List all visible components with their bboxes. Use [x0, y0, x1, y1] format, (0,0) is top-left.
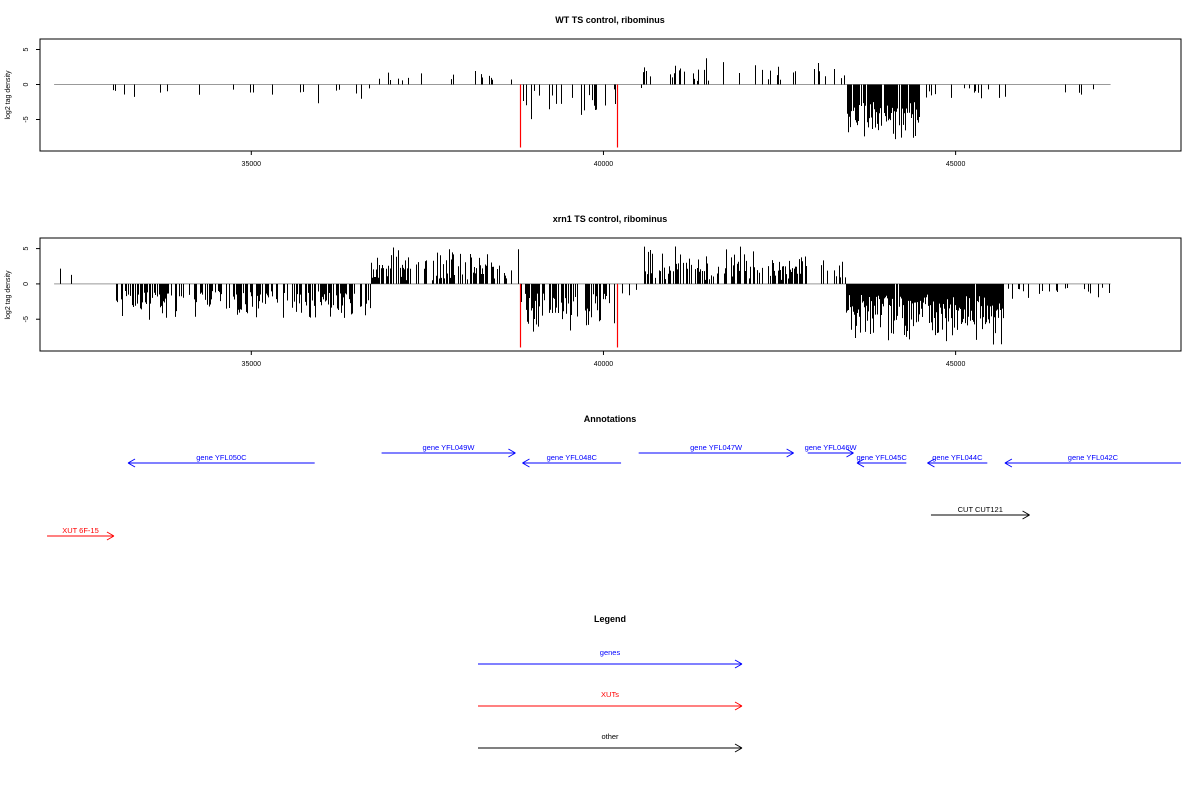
panel-wt-frame: [39, 38, 1182, 152]
ytick-label: -5: [23, 316, 30, 322]
annotation-features: gene YFL050C gene YFL049W gene YFL048C gene…: [47, 443, 1181, 541]
feature-label: gene YFL042C: [1068, 453, 1119, 462]
arrow-head: [927, 462, 935, 468]
feature-label: gene YFL045C: [856, 453, 907, 462]
feature-arrow: [127, 458, 315, 468]
arrow-head: [927, 458, 935, 464]
arrow-head: [508, 448, 516, 454]
legend-panel: Legend genes XUTs other: [478, 614, 743, 753]
arrow-head: [1004, 462, 1013, 468]
legend-label: XUTs: [601, 690, 619, 699]
panel-wt-title: WT TS control, ribominus: [555, 15, 665, 25]
panel-wt-bars: [54, 58, 1111, 148]
feature-label: gene YFL046W: [805, 443, 858, 452]
legend-arrow: [478, 659, 743, 669]
feature-label: gene YFL050C: [196, 453, 247, 462]
arrow-head: [786, 448, 794, 454]
xtick-label: 40000: [594, 161, 614, 168]
arrow-head: [734, 701, 743, 707]
arrow-head: [522, 462, 530, 468]
legend-label: genes: [600, 648, 621, 657]
feature-arrow: [381, 448, 516, 458]
panel-xrn1-bars: [54, 246, 1111, 348]
arrow-head: [846, 448, 854, 454]
ytick-label: 5: [23, 47, 30, 51]
panel-xrn1-title: xrn1 TS control, ribominus: [553, 214, 668, 224]
xtick-label: 35000: [242, 361, 262, 368]
arrow-head: [127, 458, 136, 464]
legend-items: genes XUTs other: [478, 648, 743, 753]
legend-arrow: [478, 701, 743, 711]
feature-arrow: [856, 458, 907, 468]
feature-label: XUT 6F-15: [62, 526, 99, 535]
arrow-head: [1004, 458, 1013, 464]
xtick-label: 40000: [594, 361, 614, 368]
panel-xrn1-frame: [39, 237, 1182, 352]
feature-arrow: [522, 458, 622, 468]
panel-wt-xaxis: 35000 40000 45000: [242, 151, 966, 168]
feature-label: gene YFL047W: [690, 443, 743, 452]
legend-arrow: [478, 743, 743, 753]
feature-label: CUT CUT121: [958, 505, 1003, 514]
arrow-head: [734, 747, 743, 753]
ytick-label: 0: [23, 82, 30, 86]
feature-arrow: [807, 448, 854, 458]
feature-label: gene YFL049W: [423, 443, 476, 452]
panel-xrn1-yaxis: 5 0 -5: [23, 247, 40, 322]
arrow-head: [786, 452, 794, 458]
panel-xrn1: xrn1 TS control, ribominus log2 tag dens…: [5, 214, 1182, 368]
arrow-head: [522, 458, 530, 464]
panel-xrn1-xaxis: 35000 40000 45000: [242, 351, 966, 368]
arrow-head: [1022, 514, 1030, 520]
arrow-head: [856, 462, 865, 468]
arrow-head: [127, 462, 136, 468]
feature-label: gene YFL044C: [932, 453, 983, 462]
xtick-label: 45000: [946, 161, 966, 168]
panel-xrn1-ylabel: log2 tag density: [5, 270, 12, 320]
feature-arrow: [638, 448, 794, 458]
arrow-head: [734, 663, 743, 669]
ytick-label: -5: [23, 116, 30, 122]
arrow-head: [846, 452, 854, 458]
arrow-head: [734, 743, 743, 749]
xtick-label: 35000: [242, 161, 262, 168]
xtick-label: 45000: [946, 361, 966, 368]
arrow-head: [1022, 510, 1030, 516]
panel-wt-ylabel: log2 tag density: [5, 70, 12, 120]
ytick-label: 5: [23, 247, 30, 251]
arrow-head: [856, 458, 865, 464]
legend-label: other: [601, 732, 619, 741]
panel-wt: WT TS control, ribominus log2 tag densit…: [5, 15, 1182, 168]
legend-title: Legend: [594, 614, 626, 624]
feature-arrow: [930, 510, 1030, 520]
arrow-head: [106, 535, 115, 541]
arrow-head: [734, 705, 743, 711]
ytick-label: 0: [23, 282, 30, 286]
feature-label: gene YFL048C: [547, 453, 598, 462]
arrow-head: [508, 452, 516, 458]
feature-arrow: [47, 531, 115, 541]
annotations-title: Annotations: [584, 414, 637, 424]
arrow-head: [734, 659, 743, 665]
arrow-head: [106, 531, 115, 537]
feature-arrow: [1004, 458, 1181, 468]
panel-wt-yaxis: 5 0 -5: [23, 47, 40, 123]
feature-arrow: [927, 458, 988, 468]
